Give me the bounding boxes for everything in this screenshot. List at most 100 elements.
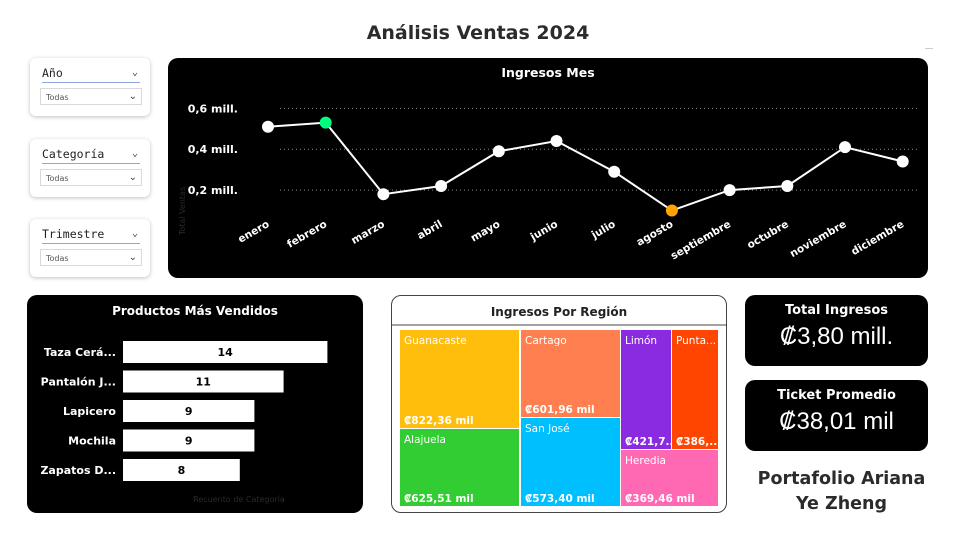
footer-line-1: Portafolio Ariana [757,469,926,489]
slicer-category[interactable]: Categoría ⌄ Todas ⌄ [30,139,150,197]
treemap-cell-name: San José [525,423,570,435]
bar-value-label: 9 [185,435,193,448]
treemap-cell-value: ₡386,... [676,436,721,448]
bar-category-label: Pantalón J... [41,376,116,389]
chevron-down-icon[interactable]: ⌄ [131,67,138,78]
y-tick-label: 0,2 mill. [188,184,238,197]
bar-value-label: 14 [218,346,234,359]
slicer-year-label: Año [42,66,63,80]
window-minimize-line [925,48,933,49]
slicer-quarter-dropdown[interactable]: Todas ⌄ [40,249,142,266]
x-tick-label: junio [528,218,560,244]
chevron-down-icon[interactable]: ⌄ [128,172,137,183]
y-tick-label: 0,6 mill. [188,102,238,115]
chevron-down-icon[interactable]: ⌄ [128,252,137,263]
treemap-cell-name: Cartago [525,335,567,347]
line-data-point[interactable] [435,180,448,193]
line-chart-ylabel: Total Ventas [178,187,187,236]
x-tick-label: agosto [634,218,675,249]
line-data-point[interactable] [839,141,851,154]
bar-category-label: Taza Cerá... [44,346,116,359]
bar[interactable] [123,341,328,363]
treemap-cell-value: ₡421,7... [625,436,678,448]
line-data-point[interactable] [781,180,794,193]
slicer-quarter[interactable]: Trimestre ⌄ Todas ⌄ [30,219,150,277]
x-tick-label: enero [236,218,272,245]
treemap-cell-name: Punta... [676,335,716,347]
slicer-category-label: Categoría [42,147,105,161]
line-chart[interactable]: Ingresos Mes Total Ventas 0,2 mill. 0,4 m… [168,58,928,278]
treemap-cell[interactable] [621,450,718,506]
bar-value-label: 11 [196,376,211,389]
treemap-cell-value: ₡601,96 mil [525,404,595,416]
treemap-cell-value: ₡369,46 mil [625,493,695,505]
bar-category-label: Mochila [68,435,116,448]
line-data-point[interactable] [550,135,563,148]
treemap-cell-value: ₡573,40 mil [525,493,595,505]
bar[interactable] [123,400,255,422]
y-tick-label: 0,4 mill. [188,143,238,156]
slicer-year-header: Año ⌄ [42,64,140,83]
treemap-title: Ingresos Por Región [491,305,627,319]
x-tick-label: julio [589,218,618,242]
line-data-point[interactable] [377,188,390,201]
treemap-cell[interactable] [521,418,620,506]
bar-category-label: Lapicero [63,405,116,418]
line-data-point[interactable] [723,184,736,197]
line-series [267,121,903,212]
chevron-down-icon[interactable]: ⌄ [131,228,138,239]
treemap-cell-value: ₡625,51 mil [404,493,474,505]
bar-chart-title: Productos Más Vendidos [112,304,278,318]
kpi-ticket-value: ₡38,01 mil [779,408,894,435]
line-data-point[interactable] [896,155,909,168]
slicer-year-value: Todas [46,93,69,102]
treemap-cell-value: ₡822,36 mil [404,415,474,427]
treemap-chart[interactable]: Ingresos Por Región Guanacaste ₡822,36 mi… [392,296,726,512]
kpi-ticket-promedio: Ticket Promedio ₡38,01 mil [745,380,928,451]
kpi-total-title: Total Ingresos [784,303,889,318]
bar-chart-xlabel: Recuento de Categoría [193,495,285,504]
bar-chart[interactable]: Productos Más Vendidos Taza Cerá... Panta… [27,295,363,513]
line-data-point[interactable] [608,165,621,178]
line-data-point[interactable] [262,120,274,133]
treemap-cell[interactable] [400,429,519,506]
treemap-cell-name: Heredia [625,455,666,467]
x-tick-label: febrero [285,218,329,250]
line-data-point[interactable] [319,116,332,129]
line-data-point[interactable] [665,204,678,217]
treemap-card[interactable]: Ingresos Por Región Guanacaste ₡822,36 mi… [391,295,727,513]
x-tick-label: diciembre [849,218,906,258]
kpi-total-value: ₡3,80 mill. [779,323,894,350]
footer-line-2: Ye Zheng [795,494,888,514]
x-tick-label: abril [415,218,444,242]
slicer-year[interactable]: Año ⌄ Todas ⌄ [30,58,150,116]
chevron-down-icon[interactable]: ⌄ [131,148,138,159]
kpi-ticket-title: Ticket Promedio [777,388,896,403]
bar-chart-card[interactable]: Productos Más Vendidos Taza Cerá... Panta… [27,295,363,513]
x-tick-label: octubre [745,218,791,251]
treemap-cell[interactable] [672,330,718,449]
line-data-point[interactable] [492,145,505,158]
bar-value-label: 8 [178,464,186,477]
treemap-cell[interactable] [521,330,620,417]
bar[interactable] [123,370,284,393]
treemap-cell[interactable] [621,330,671,449]
kpi-total-ingresos: Total Ingresos ₡3,80 mill. [745,295,928,366]
slicer-quarter-label: Trimestre [42,227,105,241]
slicer-quarter-header: Trimestre ⌄ [42,225,140,244]
slicer-category-value: Todas [46,174,69,183]
slicer-category-header: Categoría ⌄ [42,145,140,164]
chevron-down-icon[interactable]: ⌄ [128,91,137,102]
bar-category-label: Zapatos D... [40,464,116,477]
page-title: Análisis Ventas 2024 [366,22,590,44]
treemap-cell[interactable] [400,330,519,428]
x-tick-label: noviembre [788,218,849,260]
x-tick-label: septiembre [669,218,733,262]
footer-credit: Portafolio Ariana Ye Zheng [745,467,938,517]
slicer-category-dropdown[interactable]: Todas ⌄ [40,169,142,186]
line-chart-card[interactable]: Ingresos Mes Total Ventas 0,2 mill. 0,4 m… [168,58,928,278]
bar[interactable] [123,429,255,452]
slicer-year-dropdown[interactable]: Todas ⌄ [40,88,142,105]
x-tick-label: mayo [469,218,503,244]
bar[interactable] [123,459,240,481]
